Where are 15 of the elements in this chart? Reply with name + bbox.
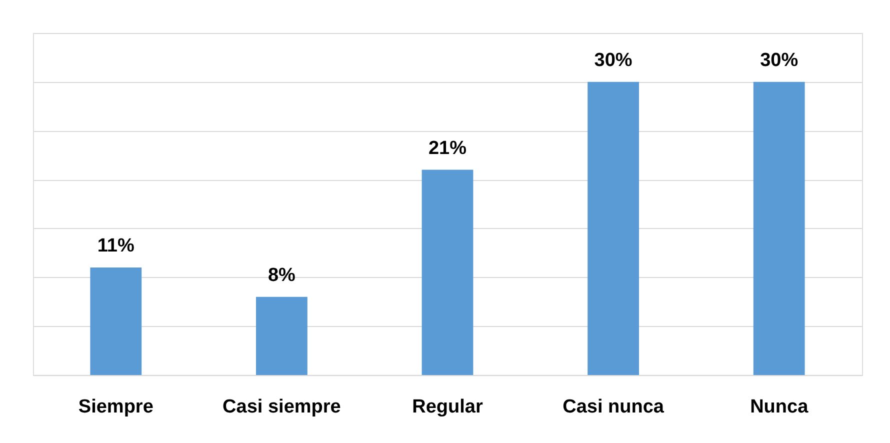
data-label: 8% (268, 264, 296, 286)
data-label: 11% (97, 236, 134, 257)
data-label: 30% (760, 50, 798, 71)
bar (753, 82, 805, 375)
x-tick-label: Siempre (78, 396, 154, 418)
bar (422, 170, 474, 375)
x-tick-label: Casi siempre (222, 396, 341, 418)
data-label: 21% (428, 138, 467, 159)
bar (256, 296, 308, 375)
x-tick-label: Nunca (750, 396, 809, 418)
bar (588, 82, 639, 375)
x-tick-label: Regular (412, 396, 484, 418)
x-tick-label: Casi nunca (562, 396, 664, 418)
data-label: 30% (594, 50, 632, 71)
bar (90, 268, 142, 375)
